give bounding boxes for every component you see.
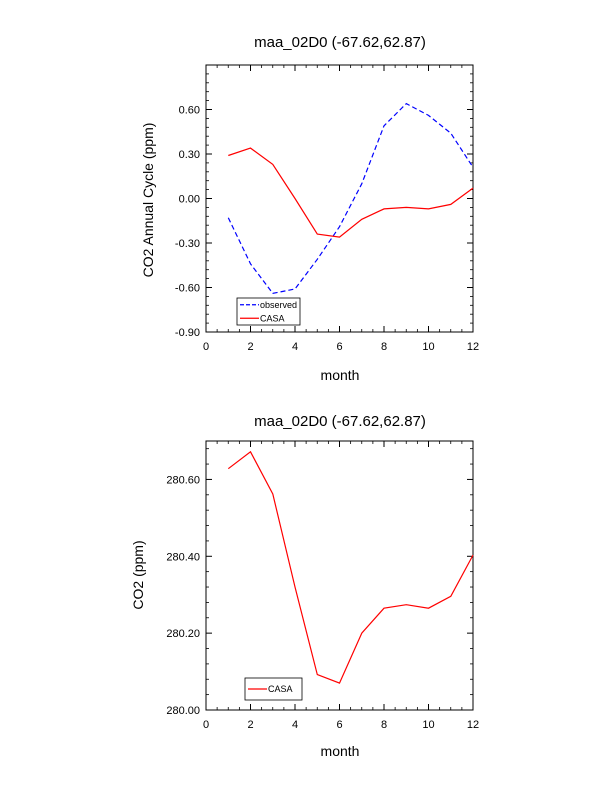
y-tick-label: 0.30 — [179, 149, 200, 161]
co2-concentration-chart: maa_02D0 (-67.62,62.87) month CO2 (ppm) … — [130, 413, 479, 759]
legend-box — [236, 297, 301, 326]
chart-title: maa_02D0 (-67.62,62.87) — [254, 413, 426, 430]
legend-label-observed: observed — [260, 300, 297, 310]
y-tick-label: 280.00 — [166, 705, 200, 717]
legend: CASA — [244, 677, 303, 701]
x-tick-label: 8 — [381, 341, 387, 353]
y-tick-label: 280.60 — [166, 474, 200, 486]
y-tick-label: 0.00 — [179, 194, 200, 206]
x-tick-label: 6 — [336, 341, 342, 353]
x-tick-label: 6 — [336, 719, 342, 731]
x-tick-label: 4 — [292, 341, 298, 353]
x-tick-label: 0 — [203, 719, 209, 731]
y-tick-label: 0.60 — [179, 105, 200, 117]
x-tick-label: 4 — [292, 719, 298, 731]
legend: observed CASA — [236, 297, 301, 326]
x-tick-label: 10 — [422, 719, 434, 731]
x-axis-label: month — [321, 743, 360, 759]
y-axis-label: CO2 (ppm) — [130, 540, 146, 609]
x-tick-label: 2 — [247, 341, 253, 353]
series-line-casa — [227, 450, 474, 684]
plot-frame — [205, 440, 474, 711]
y-tick-label: -0.90 — [175, 327, 200, 339]
x-tick-label: 8 — [381, 719, 387, 731]
legend-box — [244, 677, 303, 701]
y-tick-label: -0.60 — [175, 283, 200, 295]
annual-cycle-chart: maa_02D0 (-67.62,62.87) month CO2 Annual… — [140, 34, 479, 383]
x-tick-label: 2 — [247, 719, 253, 731]
series-line-casa — [228, 147, 474, 238]
y-tick-label: 280.20 — [166, 628, 200, 640]
plot-frame — [205, 64, 474, 333]
x-tick-label: 12 — [467, 719, 479, 731]
x-tick-label: 10 — [422, 341, 434, 353]
y-tick-label: 280.40 — [166, 551, 200, 563]
x-axis-label: month — [321, 367, 360, 383]
x-tick-label: 12 — [467, 341, 479, 353]
x-tick-label: 0 — [203, 341, 209, 353]
y-axis-label: CO2 Annual Cycle (ppm) — [140, 123, 156, 278]
series-line-observed — [227, 102, 474, 295]
y-tick-label: -0.30 — [175, 238, 200, 250]
chart-title: maa_02D0 (-67.62,62.87) — [254, 34, 426, 51]
legend-label-casa: CASA — [268, 684, 293, 694]
legend-label-casa: CASA — [260, 313, 285, 323]
